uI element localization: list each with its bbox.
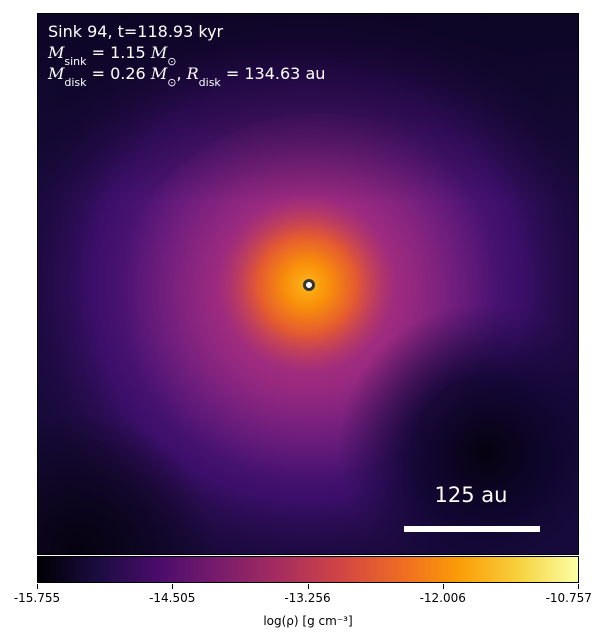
colorbar-tick [37, 584, 38, 589]
comma: , [176, 64, 187, 83]
colorbar-tick [172, 584, 174, 589]
colorbar-tick [442, 584, 444, 589]
colorbar [37, 556, 579, 583]
colorbar-tick [307, 584, 309, 589]
sink-mass-label: Msink = 1.15 M⊙ [48, 43, 177, 68]
scalebar-label: 125 au [434, 483, 508, 507]
colorbar-tick [578, 584, 579, 589]
colorbar-tick-label: -13.256 [284, 591, 331, 605]
solar-symbol: ⊙ [167, 75, 177, 89]
density-image [38, 14, 578, 554]
sink-marker-icon [303, 279, 315, 291]
disk-mass-radius-label: Mdisk = 0.26 M⊙, Rdisk = 134.63 au [48, 64, 326, 89]
solar-mass-symbol: M [150, 64, 168, 83]
scalebar-line [404, 526, 540, 532]
snapshot-title: Sink 94, t=118.93 kyr [48, 22, 224, 41]
colorbar-tick-label: -12.006 [419, 591, 466, 605]
colorbar-tick-label: -10.757 [545, 591, 592, 605]
density-map-panel: Sink 94, t=118.93 kyr Msink = 1.15 M⊙ Md… [37, 13, 579, 555]
colorbar-tick-label: -15.755 [13, 591, 61, 605]
colorbar-tick-label: -14.505 [149, 591, 196, 605]
colorbar-label: log(ρ) [g cm⁻³] [263, 614, 353, 628]
